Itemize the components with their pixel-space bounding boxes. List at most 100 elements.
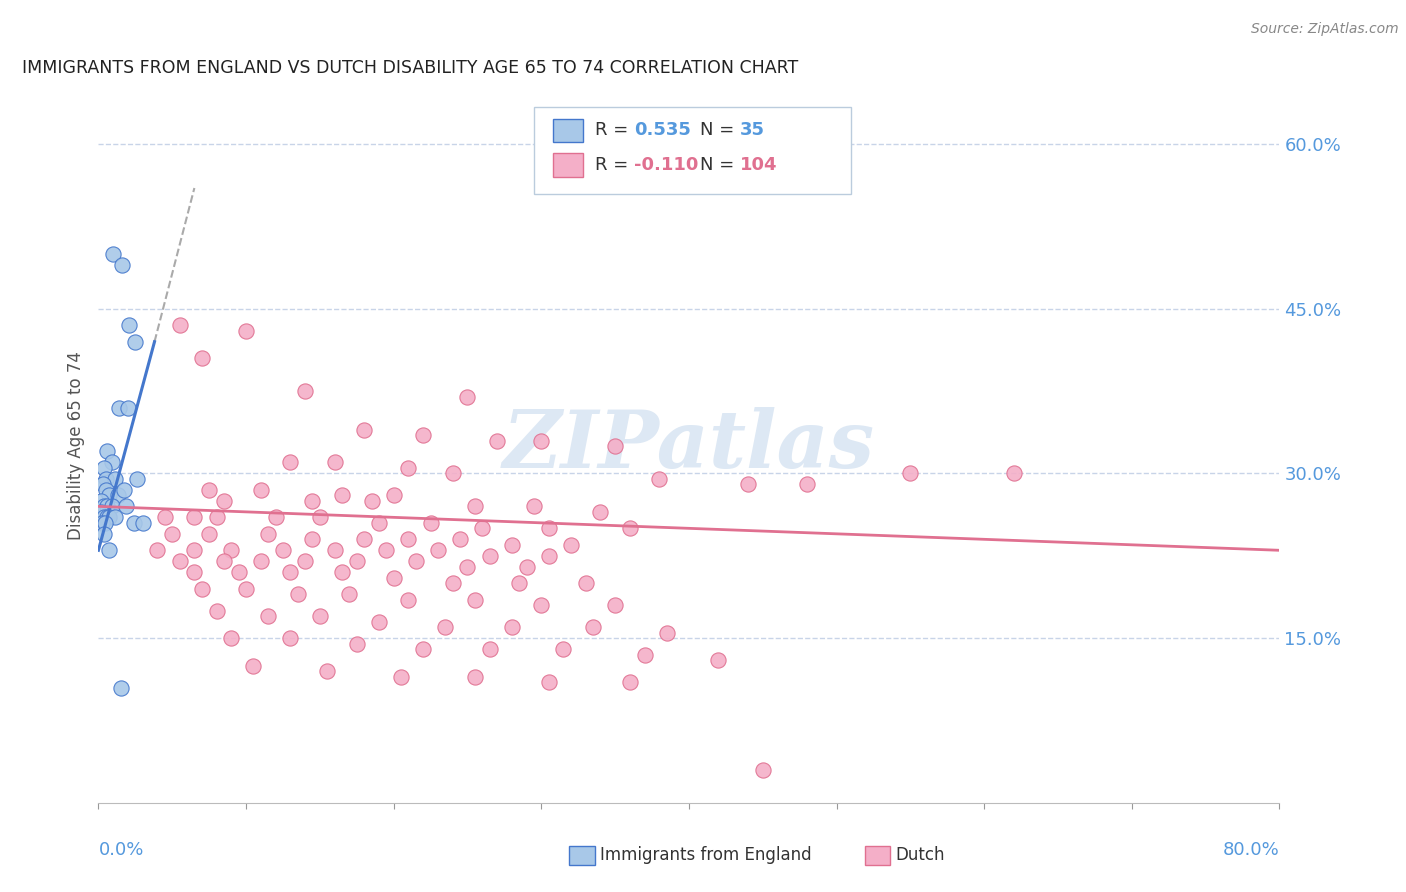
Point: [93, 526, 115, 541]
Text: 35: 35: [740, 121, 765, 139]
Point: [486, 434, 509, 448]
Point: [389, 669, 412, 683]
Point: [478, 642, 501, 657]
Point: [309, 609, 332, 624]
Point: [94, 483, 117, 497]
Point: [405, 554, 427, 568]
Point: [456, 559, 478, 574]
Point: [93, 461, 115, 475]
Point: [198, 483, 221, 497]
Point: [530, 598, 553, 612]
Point: [97, 543, 120, 558]
Point: [464, 592, 486, 607]
Point: [257, 609, 280, 624]
Point: [751, 763, 773, 777]
Point: [537, 675, 560, 690]
Point: [501, 620, 523, 634]
Point: [191, 582, 214, 596]
Point: [198, 526, 221, 541]
Point: [301, 494, 323, 508]
Point: [464, 500, 486, 514]
Point: [427, 543, 450, 558]
Text: 0.0%: 0.0%: [98, 841, 143, 859]
Point: [104, 510, 127, 524]
Point: [212, 494, 235, 508]
Point: [91, 516, 114, 530]
Point: [619, 675, 641, 690]
Point: [346, 554, 368, 568]
Text: IMMIGRANTS FROM ENGLAND VS DUTCH DISABILITY AGE 65 TO 74 CORRELATION CHART: IMMIGRANTS FROM ENGLAND VS DUTCH DISABIL…: [21, 59, 797, 77]
Point: [278, 566, 302, 580]
Point: [323, 543, 346, 558]
Point: [115, 500, 138, 514]
Point: [382, 488, 405, 502]
Point: [655, 625, 678, 640]
Point: [212, 554, 235, 568]
Point: [309, 510, 332, 524]
Point: [368, 615, 391, 629]
Point: [412, 642, 434, 657]
Point: [441, 467, 464, 481]
Point: [441, 576, 464, 591]
Point: [456, 390, 478, 404]
Point: [553, 642, 575, 657]
Point: [104, 472, 127, 486]
Point: [278, 455, 302, 469]
Point: [434, 620, 457, 634]
Text: Dutch: Dutch: [896, 846, 945, 863]
Point: [530, 434, 553, 448]
Point: [337, 587, 360, 601]
Point: [191, 351, 214, 366]
Point: [516, 559, 538, 574]
Point: [508, 576, 530, 591]
Point: [633, 648, 655, 662]
Point: [169, 318, 191, 333]
Point: [162, 526, 183, 541]
Point: [419, 516, 441, 530]
Point: [537, 521, 560, 535]
Point: [396, 592, 419, 607]
Point: [205, 604, 228, 618]
Point: [737, 477, 759, 491]
Point: [478, 549, 501, 563]
Point: [900, 467, 922, 481]
Point: [560, 538, 582, 552]
Point: [368, 516, 391, 530]
Point: [183, 543, 205, 558]
Point: [111, 258, 134, 272]
Point: [96, 444, 118, 458]
Point: [91, 477, 114, 491]
Text: N =: N =: [700, 121, 734, 139]
Point: [330, 488, 353, 502]
Point: [619, 521, 641, 535]
Text: -0.110: -0.110: [634, 156, 699, 174]
Point: [278, 631, 302, 645]
Point: [330, 566, 353, 580]
Point: [100, 500, 122, 514]
Point: [250, 483, 273, 497]
Y-axis label: Disability Age 65 to 74: Disability Age 65 to 74: [66, 351, 84, 541]
Point: [112, 483, 135, 497]
Point: [122, 516, 145, 530]
Point: [235, 324, 257, 338]
Point: [107, 488, 129, 502]
Point: [124, 334, 146, 349]
Text: 104: 104: [740, 156, 778, 174]
Point: [183, 566, 205, 580]
Text: 80.0%: 80.0%: [1223, 841, 1279, 859]
Point: [294, 554, 316, 568]
Point: [796, 477, 818, 491]
Point: [205, 510, 228, 524]
Point: [94, 472, 117, 486]
Point: [360, 494, 382, 508]
Point: [235, 582, 257, 596]
Point: [96, 510, 118, 524]
Point: [118, 318, 141, 333]
Point: [537, 549, 560, 563]
Point: [353, 533, 375, 547]
Point: [108, 401, 131, 415]
Point: [353, 423, 375, 437]
Point: [242, 658, 264, 673]
Point: [294, 384, 316, 398]
Point: [589, 505, 612, 519]
